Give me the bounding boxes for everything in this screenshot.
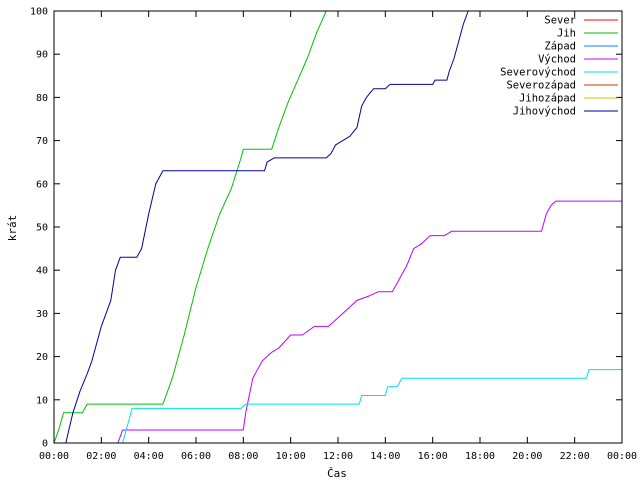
- x-tick-label: 06:00: [181, 451, 211, 462]
- legend-label: Jih: [557, 28, 576, 40]
- y-tick-label: 80: [36, 93, 48, 104]
- legend-label: Severovýchod: [500, 67, 576, 79]
- legend-label: Sever: [544, 15, 576, 27]
- x-tick-label: 16:00: [418, 451, 448, 462]
- y-tick-label: 10: [36, 395, 48, 406]
- x-tick-label: 04:00: [134, 451, 164, 462]
- y-axis-label: krát: [6, 215, 19, 242]
- y-tick-label: 100: [30, 7, 48, 18]
- x-tick-label: 08:00: [228, 451, 258, 462]
- y-tick-label: 90: [36, 50, 48, 61]
- legend-label: Jihovýchod: [513, 106, 576, 118]
- legend-label: Západ: [544, 41, 576, 53]
- x-tick-label: 18:00: [465, 451, 495, 462]
- y-tick-label: 40: [36, 266, 48, 277]
- x-tick-label: 22:00: [560, 451, 590, 462]
- legend: SeverJihZápadVýchodSeverovýchodSeverozáp…: [500, 15, 618, 118]
- legend-label: Východ: [538, 54, 576, 66]
- y-tick-label: 70: [36, 136, 48, 147]
- series-line-3: [117, 200, 622, 444]
- x-tick-label: 00:00: [39, 451, 69, 462]
- series-line-7: [65, 10, 469, 444]
- x-tick-label: 20:00: [512, 451, 542, 462]
- series-layer: [53, 10, 622, 444]
- legend-label: Severozápad: [506, 80, 576, 92]
- y-tick-label: 60: [36, 179, 48, 190]
- series-line-4: [122, 369, 622, 444]
- legend-label: Jihozápad: [519, 93, 576, 105]
- y-tick-label: 20: [36, 352, 48, 363]
- axes-layer: 0 10 20 30 40 50 60 70 80 90 100 00:00 02:00 04:00 06:…: [30, 7, 637, 463]
- x-tick-label: 00:00: [607, 451, 637, 462]
- x-tick-label: 14:00: [370, 451, 400, 462]
- y-tick-label: 50: [36, 223, 48, 234]
- x-tick-label: 12:00: [323, 451, 353, 462]
- x-tick-label: 02:00: [86, 451, 116, 462]
- y-tick-label: 30: [36, 309, 48, 320]
- series-line-1: [53, 10, 327, 444]
- x-axis-label: Čas: [327, 467, 347, 480]
- x-tick-label: 10:00: [276, 451, 306, 462]
- y-tick-label: 0: [42, 439, 48, 450]
